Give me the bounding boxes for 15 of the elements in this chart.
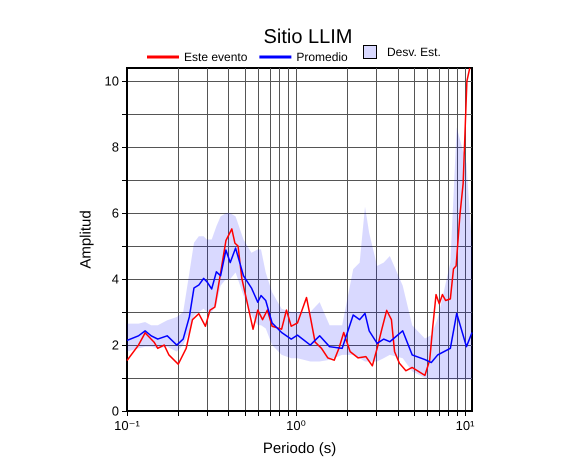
y-tick-label: 4 <box>112 272 119 287</box>
y-tick-label: 6 <box>112 206 119 221</box>
x-tick-label: 10⁻¹ <box>114 418 140 433</box>
chart-title: Sitio LLIM <box>264 26 352 48</box>
y-tick-label: 10 <box>104 74 119 89</box>
y-tick-label: 2 <box>112 338 119 353</box>
y-tick-label: 8 <box>112 140 119 155</box>
legend-label: Promedio <box>296 50 348 64</box>
x-tick-label: 10⁰ <box>286 418 306 433</box>
text: Desv. Est. <box>387 45 441 59</box>
y-axis-title: Amplitud <box>78 210 95 269</box>
y-tick-label: 0 <box>112 404 119 418</box>
legend-label: Este evento <box>184 50 248 64</box>
x-axis-title: Periodo (s) <box>262 440 336 457</box>
x-tick-label: 10¹ <box>456 418 476 433</box>
